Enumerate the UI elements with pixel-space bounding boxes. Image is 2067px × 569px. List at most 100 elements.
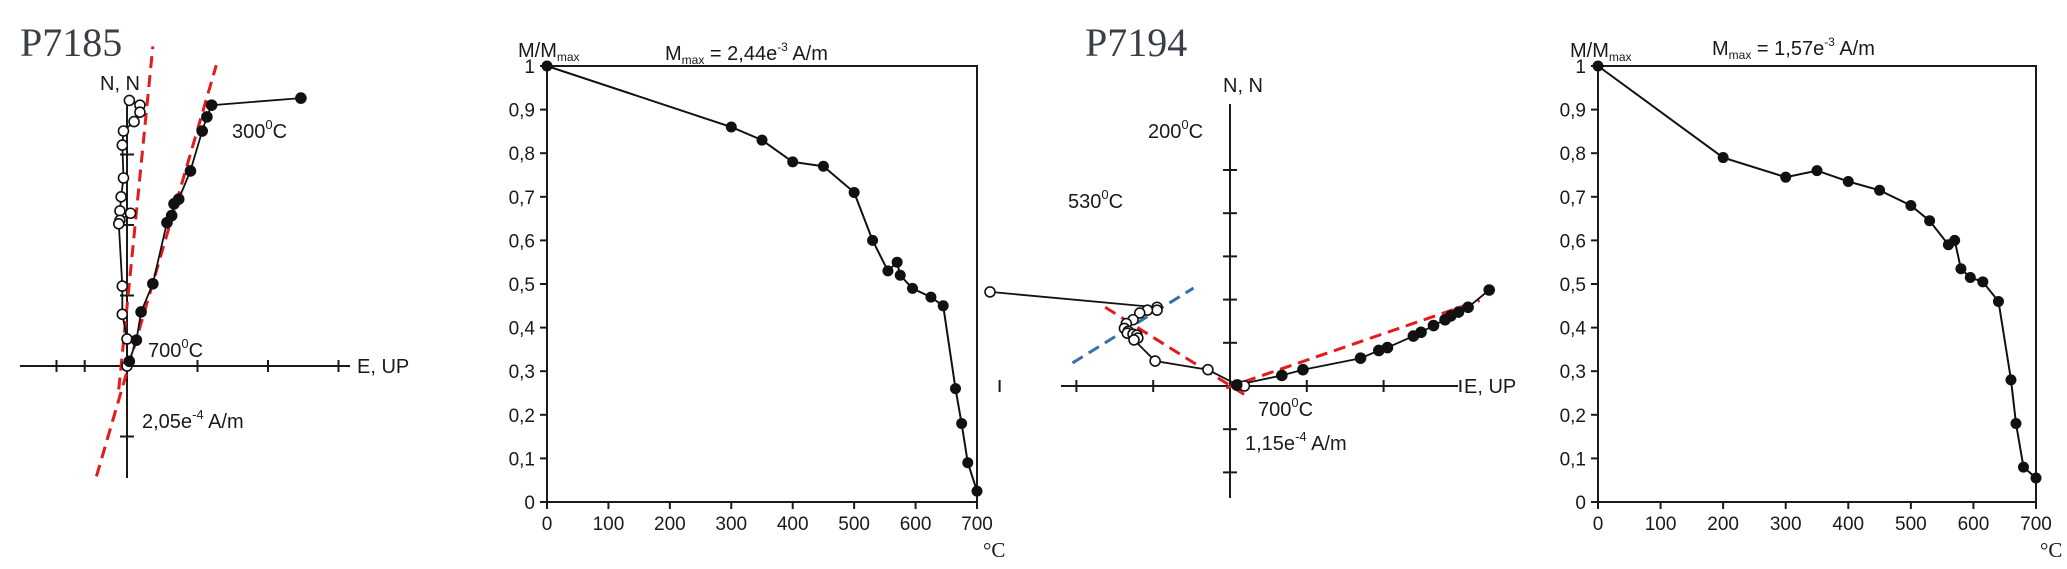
x-tick-label: 500: [1895, 514, 1927, 535]
x-tick-label: 200: [654, 514, 686, 535]
x-tick-label: 700: [2020, 514, 2052, 535]
data-point: [2017, 461, 2029, 473]
data-point: [894, 269, 906, 281]
open-point: [116, 139, 129, 151]
filled-point: [201, 111, 213, 123]
filled-point: [1276, 369, 1288, 382]
data-point: [962, 457, 974, 469]
sample-title-p7194: P7194: [1085, 20, 1187, 65]
x-tick-label: 600: [900, 514, 932, 535]
temp-label-700: 7000C: [1258, 395, 1313, 421]
data-point: [956, 418, 968, 430]
data-point: [1717, 152, 1729, 164]
x-tick-label: 500: [838, 514, 870, 535]
y-tick-label: 1: [1575, 57, 1586, 78]
data-point: [1874, 184, 1886, 196]
open-point: [115, 191, 127, 203]
filled-point: [161, 216, 173, 229]
x-tick-label: 100: [1645, 514, 1677, 535]
fit-line: [117, 46, 155, 390]
open-point: [134, 106, 146, 118]
zij-axis-ticks: [998, 169, 1462, 474]
filled-point: [184, 165, 197, 177]
zijderveld-plot-p7185: P7185 N, N E, UP 3000C 7000C 2,05e-4 A/m: [20, 20, 409, 478]
open-point: [1149, 355, 1161, 367]
temp-label-300: 3000C: [232, 117, 287, 143]
y-tick-label: 0,2: [1560, 406, 1586, 427]
open-point: [117, 172, 130, 184]
open-point: [984, 286, 996, 298]
y-axis-label: M/Mmax: [518, 40, 580, 64]
data-point: [1924, 215, 1936, 227]
data-point: [1964, 271, 1976, 283]
fit-line: [1071, 286, 1195, 365]
fit-line: [1225, 299, 1481, 390]
filled-point: [135, 306, 147, 318]
filled-point: [168, 198, 180, 210]
open-point: [117, 125, 130, 137]
y-tick-label: 0,9: [1560, 101, 1586, 122]
y-tick-label: 0,9: [509, 101, 535, 122]
y-tick-label: 0,5: [509, 275, 535, 296]
data-point: [541, 60, 553, 72]
y-tick-label: 0: [1575, 493, 1586, 514]
data-point: [2005, 374, 2017, 386]
data-point: [2010, 418, 2022, 430]
data-point: [1811, 165, 1823, 177]
x-tick-label: 300: [1770, 514, 1802, 535]
filled-point: [1407, 330, 1420, 342]
open-point: [116, 308, 129, 321]
x-tick-label: 400: [1832, 514, 1864, 535]
data-point: [725, 121, 737, 133]
filled-point: [123, 355, 136, 368]
open-point: [116, 280, 129, 292]
filled-point: [147, 277, 159, 290]
demag-plot-p7185: 0 0,1 0,2 0,3 0,4 0,5 0,6 0,7 0,8 0,9 1 0 100 200 300 4…: [509, 40, 1006, 562]
sample-title-p7185: P7185: [20, 20, 122, 65]
y-tick-label: 0,3: [1560, 362, 1586, 383]
x-tick-label: 600: [1958, 514, 1990, 535]
y-tick-label: 0,1: [509, 449, 535, 470]
open-point: [123, 94, 136, 107]
series-line: [546, 65, 978, 492]
data-point: [1905, 200, 1917, 212]
data-point: [891, 256, 903, 268]
y-tick-label: 0,3: [509, 362, 535, 383]
y-tick-label: 0,7: [509, 188, 535, 209]
y-tick-label: 0,5: [1560, 275, 1586, 296]
y-tick-label: 0,8: [1560, 144, 1586, 165]
data-point: [756, 134, 768, 146]
data-point: [1977, 276, 1989, 288]
temp-label-700: 7000C: [148, 336, 203, 362]
demag-points: [1592, 60, 2042, 484]
data-point: [1842, 176, 1854, 188]
zij-e-axis-label: E, UP: [357, 356, 409, 378]
y-tick-label: 0,4: [1560, 319, 1587, 340]
open-point: [114, 205, 126, 217]
data-point: [2030, 472, 2042, 484]
y-tick-label: 0: [524, 493, 535, 514]
filled-point: [1354, 352, 1367, 364]
y-tick-label: 0,6: [509, 231, 535, 252]
axis-ticks: 0 0,1 0,2 0,3 0,4 0,5 0,6 0,7 0,8 0,9 1 0 100 200 300 4…: [1560, 57, 2052, 535]
open-point: [112, 218, 125, 230]
filled-point: [1373, 344, 1385, 357]
data-point: [1949, 234, 1961, 246]
filled-point: [295, 92, 307, 104]
mmax-label: Mmax = 1,57e-3 A/m: [1712, 35, 1875, 62]
demag-line: [546, 65, 978, 492]
filled-point: [205, 99, 218, 111]
y-tick-label: 0,8: [509, 144, 535, 165]
data-point: [1780, 171, 1792, 183]
data-point: [817, 160, 829, 172]
data-point: [925, 291, 937, 303]
data-point: [937, 300, 949, 312]
open-point: [1151, 304, 1163, 316]
open-point: [1202, 363, 1214, 376]
mmax-label: Mmax = 2,44e-3 A/m: [665, 40, 828, 67]
x-tick-label: 300: [715, 514, 747, 535]
data-point: [1592, 60, 1604, 72]
vertical-path: [1236, 289, 1490, 386]
data-point: [848, 186, 860, 198]
